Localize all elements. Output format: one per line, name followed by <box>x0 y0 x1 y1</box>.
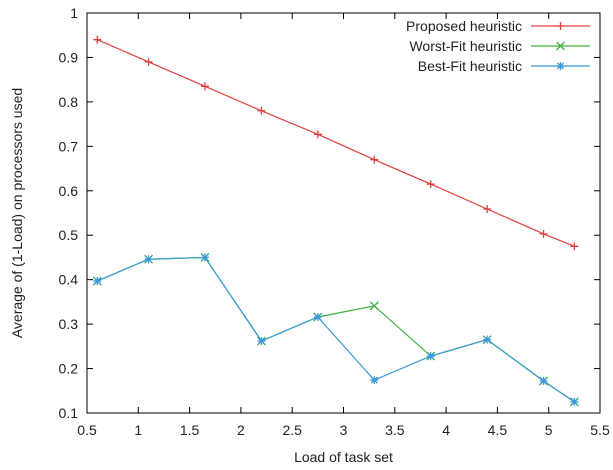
data-point-plus <box>313 130 322 139</box>
x-tick-label: 3.5 <box>385 422 405 438</box>
data-point-x <box>369 301 379 311</box>
legend-label: Best-Fit heuristic <box>418 58 522 74</box>
data-point-plus <box>556 22 565 30</box>
data-point-plus <box>426 180 435 189</box>
x-tick-label: 2 <box>237 422 245 438</box>
data-point-plus <box>570 242 579 251</box>
data-point-star <box>426 352 435 361</box>
legend-label: Worst-Fit heuristic <box>409 38 522 54</box>
x-tick-label: 5.5 <box>590 422 610 438</box>
data-point-star <box>257 337 266 345</box>
x-tick-label: 4 <box>442 422 450 438</box>
series-line <box>97 39 575 247</box>
data-point-plus <box>539 229 548 238</box>
data-point-plus <box>93 35 102 44</box>
y-tick-label: 0.9 <box>59 49 79 65</box>
series-2 <box>92 252 579 407</box>
data-point-star <box>483 335 492 344</box>
y-tick-label: 0.4 <box>59 272 79 288</box>
legend-entry: Proposed heuristic <box>406 18 590 34</box>
x-tick-label: 1 <box>134 422 142 438</box>
plot-frame <box>86 12 601 414</box>
y-tick-label: 0.6 <box>59 183 79 199</box>
x-axis-label: Load of task set <box>294 449 393 465</box>
data-point-plus <box>483 205 492 213</box>
legend: Proposed heuristic Worst-Fit heuristic Bes… <box>406 18 590 74</box>
x-tick-label: 5 <box>545 422 553 438</box>
y-axis-label: Average of (1-Load) on processors used <box>9 88 25 338</box>
y-tick-label: 0.2 <box>59 361 79 377</box>
x-tick-label: 4.5 <box>488 422 508 438</box>
data-point-plus <box>370 155 379 164</box>
y-tick-label: 0.7 <box>59 138 79 154</box>
series-1 <box>93 35 579 251</box>
series-3 <box>93 253 579 406</box>
data-point-plus <box>200 82 209 91</box>
x-tick-label: 0.5 <box>77 422 97 438</box>
y-tick-label: 0.5 <box>59 227 79 243</box>
data-point-star <box>370 376 379 385</box>
x-tick-label: 3 <box>340 422 348 438</box>
data-point-star <box>313 313 322 321</box>
x-tick-label: 1.5 <box>180 422 200 438</box>
data-point-star <box>556 62 565 70</box>
series-line <box>97 256 575 403</box>
data-point-plus <box>144 57 153 66</box>
legend-label: Proposed heuristic <box>406 18 522 34</box>
data-point-plus <box>257 106 266 115</box>
y-tick-label: 1 <box>70 5 78 21</box>
y-tick-label: 0.3 <box>59 316 79 332</box>
data-point-star <box>570 397 579 406</box>
data-point-star <box>200 253 209 262</box>
data-point-x <box>556 41 565 51</box>
x-tick-label: 2.5 <box>282 422 302 438</box>
y-tick-label: 0.8 <box>59 94 79 110</box>
series-line <box>97 256 575 403</box>
y-tick-label: 0.1 <box>59 405 79 421</box>
legend-entry: Best-Fit heuristic <box>418 58 590 74</box>
data-point-star <box>539 377 548 385</box>
legend-entry: Worst-Fit heuristic <box>409 38 590 54</box>
series-layer <box>92 35 579 407</box>
data-point-star <box>144 255 153 264</box>
data-point-star <box>93 277 102 285</box>
axis-ticks: 0.5 1 1.5 2 2.5 3 3.5 4 4.5 5 5.5 0.1 0.2 0.3 0.4 0.5 0.… <box>59 5 610 438</box>
